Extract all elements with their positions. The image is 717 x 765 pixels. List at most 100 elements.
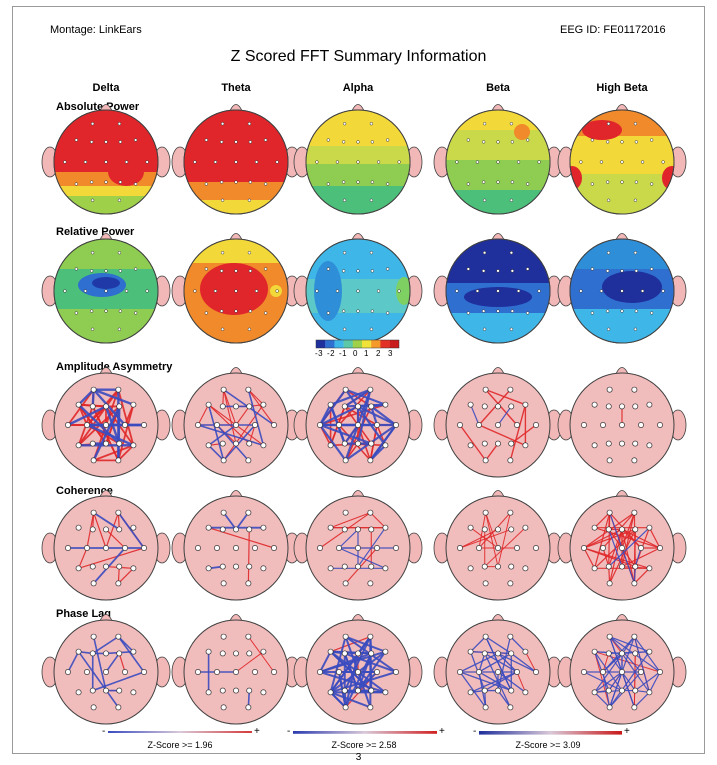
electrode-dot <box>117 327 122 331</box>
electrode-dot <box>640 160 645 164</box>
connection-line <box>247 528 250 584</box>
electrode-dot <box>246 403 253 410</box>
connection-line <box>343 652 359 692</box>
electrode-dot <box>219 650 226 657</box>
head-outline-ring <box>569 109 675 215</box>
electrode-dot <box>522 689 529 696</box>
connection-line <box>608 528 623 568</box>
electrode-dot <box>591 648 598 655</box>
connection-line <box>92 547 126 585</box>
electrode-dot <box>89 309 94 313</box>
electrode-dot <box>657 545 663 551</box>
electrode-dot <box>482 457 489 464</box>
electrode-dot <box>247 327 252 331</box>
electrode-dot <box>89 650 96 657</box>
connection-line <box>497 405 512 426</box>
electrode-dot <box>122 669 128 675</box>
connection-line <box>648 671 661 693</box>
electrode-dot <box>606 198 611 202</box>
topo-color-patch <box>92 277 120 289</box>
electrode-dot <box>246 440 253 447</box>
electrode-dot <box>214 545 220 551</box>
connection-line <box>117 444 135 462</box>
connection-line <box>92 405 121 462</box>
electrode-dot <box>271 545 277 551</box>
electrode-dot <box>620 269 624 273</box>
electrode-dot <box>579 289 583 293</box>
electrode-dot <box>355 403 361 410</box>
band-label-alpha: Alpha <box>342 82 374 94</box>
connection-line <box>370 405 398 427</box>
connection-line <box>235 511 250 531</box>
electrode-dot <box>65 422 71 428</box>
electrode-dot <box>457 422 463 428</box>
electrode-dot <box>233 669 239 675</box>
colorbar-swatch <box>371 340 381 348</box>
electrode-dot <box>248 309 253 313</box>
z-score-gradient-line <box>479 731 622 735</box>
electrode-dot <box>252 669 258 675</box>
connection-line <box>621 528 635 584</box>
connection-line <box>583 547 636 568</box>
electrode-dot <box>650 311 654 315</box>
colorbar-tick-label: 1 <box>364 349 369 358</box>
electrode-dot <box>83 289 88 293</box>
electrode-dot <box>220 251 225 255</box>
electrode-dot <box>591 524 598 531</box>
connection-line <box>357 527 387 568</box>
electrode-dot <box>382 401 389 408</box>
connection-line <box>497 635 512 692</box>
electrode-dot <box>335 289 340 293</box>
electrode-dot <box>134 267 138 271</box>
electrode-dot <box>264 182 268 186</box>
connectivity-head <box>41 614 171 725</box>
electrode-dot <box>116 526 123 533</box>
electrode-dot <box>475 289 480 293</box>
legend-minus-sign: - <box>473 726 477 737</box>
electrode-dot <box>341 563 348 570</box>
electrode-dot <box>355 422 361 428</box>
electrode-dot <box>526 267 530 271</box>
connectivity-head <box>557 614 687 725</box>
electrode-dot <box>646 689 653 696</box>
electrode-dot <box>495 650 501 657</box>
electrode-dot <box>260 689 267 696</box>
electrode-dot <box>90 327 95 331</box>
electrode-dot <box>220 198 225 202</box>
head-outline-ring <box>445 238 551 344</box>
electrode-dot <box>104 160 108 164</box>
electrode-dot <box>481 269 486 273</box>
connection-line <box>621 512 635 568</box>
connection-line <box>478 652 512 673</box>
connection-line <box>510 424 537 445</box>
electrode-dot <box>466 311 470 315</box>
colorbar-swatch <box>389 340 399 348</box>
electrode-dot <box>130 648 137 655</box>
electrode-dot <box>510 269 515 273</box>
section-relative-power: Relative Power <box>56 226 135 238</box>
colorbar-tick-label: 2 <box>376 349 381 358</box>
electrode-dot <box>271 669 277 675</box>
electrode-dot <box>657 669 663 675</box>
connectivity-head <box>293 614 423 725</box>
connection-line <box>105 512 119 549</box>
connection-line <box>633 636 661 673</box>
band-label-beta: Beta <box>486 82 510 94</box>
connectivity-head <box>433 490 563 601</box>
electrode-dot <box>508 563 515 570</box>
connection-line <box>216 424 250 462</box>
colorbar-swatch <box>316 340 326 348</box>
colorbar-swatch <box>362 340 372 348</box>
electrode-dot <box>605 650 612 657</box>
connection-line <box>77 388 95 406</box>
electrode-dot <box>103 422 109 428</box>
electrode-dot <box>83 160 88 164</box>
electrode-dot <box>508 440 515 447</box>
topo-color-patch <box>396 277 410 305</box>
electrode-dot <box>374 669 380 675</box>
electrode-dot <box>254 289 259 293</box>
connection-line <box>370 405 379 427</box>
electrode-dot <box>386 182 390 186</box>
electrode-dot <box>509 198 514 202</box>
electrode-dot <box>65 669 71 675</box>
